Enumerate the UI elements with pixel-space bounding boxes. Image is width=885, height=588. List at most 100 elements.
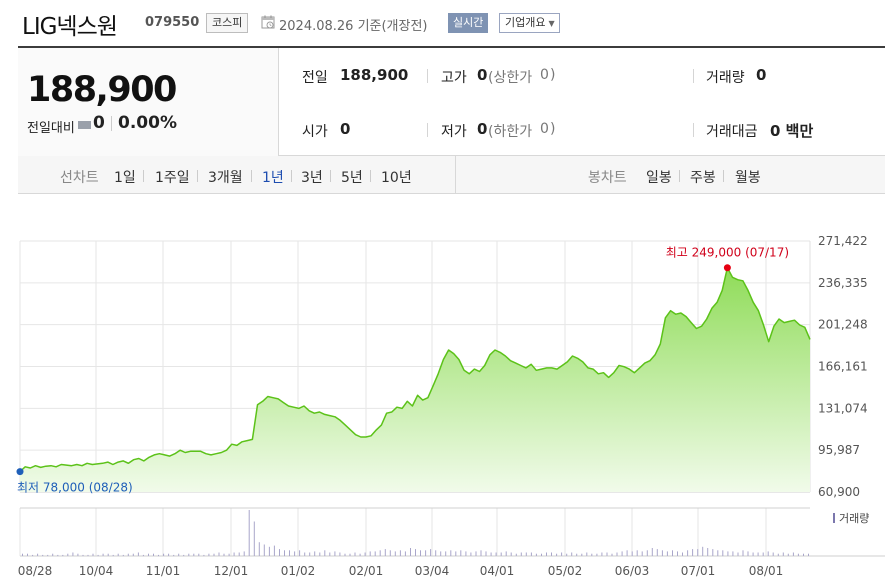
volume-bar: [183, 554, 185, 557]
volume-bar: [772, 552, 774, 556]
prev-close-label: 전일: [302, 70, 328, 86]
candle-weekly[interactable]: 주봉: [690, 170, 716, 186]
period-separator: [679, 170, 680, 182]
volume-bar: [581, 553, 583, 556]
volume-bar: [682, 552, 683, 556]
volume-bar: [747, 551, 749, 556]
volume-bar: [485, 551, 487, 556]
volume-bar: [692, 549, 694, 556]
period-3m[interactable]: 3개월: [208, 170, 243, 186]
price-chart[interactable]: 최고 249,000 (07/17) 최저 78,000 (08/28) 271,…: [0, 194, 885, 588]
volume-bar: [349, 553, 351, 556]
low-value: 0: [477, 120, 488, 138]
volume-bar: [158, 554, 159, 557]
lower-limit-label: (하한가: [488, 124, 533, 140]
period-separator: [291, 170, 292, 182]
volume-bar: [616, 552, 618, 556]
x-axis-tick-label: 05/02: [548, 564, 583, 578]
volume-bar: [253, 521, 255, 556]
volume-bar: [752, 552, 754, 556]
period-1y[interactable]: 1년: [262, 170, 284, 186]
volume-bar: [702, 546, 704, 556]
volume-bar: [279, 549, 280, 556]
volume-bar: [299, 550, 301, 557]
volume-bar: [27, 553, 28, 556]
volume-bar: [661, 550, 663, 557]
volume-bar: [520, 552, 522, 556]
volume-bar: [767, 551, 769, 556]
candle-monthly[interactable]: 월봉: [735, 170, 761, 186]
company-name: LIG넥스원: [22, 14, 118, 40]
volume-value: 0: [756, 66, 767, 84]
volume-bar: [47, 554, 49, 557]
volume-bar: [273, 545, 275, 556]
volume-bar: [404, 551, 406, 556]
high-point-marker: [723, 264, 731, 272]
x-axis-tick-label: 08/28: [18, 564, 53, 578]
volume-bar: [57, 554, 59, 557]
volume-bar: [782, 552, 784, 556]
volume-bar: [606, 552, 608, 556]
prev-close-value: 188,900: [340, 66, 409, 84]
volume-bar: [223, 553, 225, 556]
volume-bar: [646, 550, 648, 557]
volume-bar: [379, 550, 381, 557]
volume-bar: [641, 551, 643, 556]
volume-bar: [460, 550, 462, 557]
volume-bar: [52, 553, 54, 556]
volume-bar: [636, 550, 638, 557]
volume-bar: [792, 552, 794, 556]
company-info-dropdown[interactable]: 기업개요 ▼: [499, 13, 560, 33]
volume-bar: [677, 551, 678, 556]
upper-limit-close: ): [550, 67, 556, 83]
volume-bar: [67, 553, 69, 556]
period-separator: [370, 170, 371, 182]
volume-bar: [787, 553, 789, 556]
volume-bar: [289, 550, 290, 557]
volume-bar: [470, 552, 472, 556]
volume-bar: [77, 553, 79, 556]
price-area-fill: [20, 267, 810, 492]
stock-header: [0, 0, 885, 46]
change-value: 0: [93, 113, 105, 133]
volume-bar: [505, 551, 507, 556]
volume-bar: [62, 554, 64, 557]
period-bar-divider: [455, 156, 456, 194]
volume-bar: [697, 549, 699, 556]
candle-daily[interactable]: 일봉: [646, 170, 672, 186]
period-5y[interactable]: 5년: [341, 170, 363, 186]
volume-bar: [173, 554, 175, 557]
volume-label: 거래량: [706, 70, 745, 86]
period-3y[interactable]: 3년: [301, 170, 323, 186]
period-10y[interactable]: 10년: [381, 170, 412, 186]
volume-bar: [193, 553, 195, 556]
high-annotation: 최고 249,000 (07/17): [666, 246, 789, 260]
volume-bar: [359, 553, 361, 556]
volume-bar: [666, 551, 668, 556]
unchanged-icon: [78, 121, 91, 129]
high-value: 0: [477, 66, 488, 84]
volume-bar: [294, 551, 296, 556]
volume-bar: [218, 552, 220, 556]
volume-bar: [354, 552, 356, 556]
volume-bar: [142, 554, 144, 557]
volume-bar: [410, 548, 411, 556]
period-1w[interactable]: 1주일: [155, 170, 190, 186]
realtime-button[interactable]: 실시간: [448, 13, 489, 33]
x-axis-tick-label: 10/04: [79, 564, 114, 578]
stock-code: 079550: [145, 15, 200, 30]
period-1d[interactable]: 1일: [114, 170, 136, 186]
low-point-marker: [16, 468, 24, 476]
volume-bar: [727, 551, 729, 556]
header-divider: [18, 46, 885, 48]
volume-bar: [430, 549, 432, 556]
volume-bar: [546, 552, 547, 556]
volume-bar: [415, 549, 416, 556]
volume-bar: [132, 553, 134, 556]
volume-bar: [163, 553, 165, 556]
upper-limit-value: 0: [540, 67, 549, 83]
volume-bar: [777, 553, 779, 556]
period-separator: [143, 170, 144, 182]
y-axis-tick-label: 60,900: [818, 485, 860, 499]
volume-bar: [399, 550, 401, 557]
